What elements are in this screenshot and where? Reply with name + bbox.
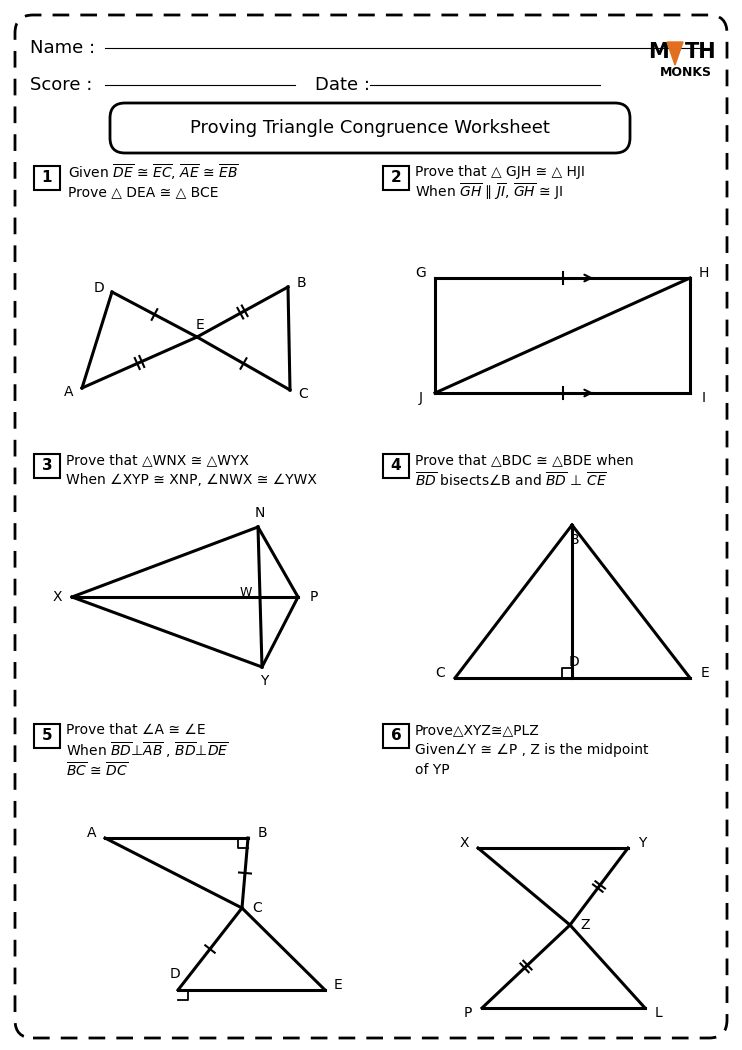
- Text: Date :: Date :: [315, 76, 370, 94]
- Text: 4: 4: [391, 459, 401, 474]
- Text: D: D: [568, 655, 580, 669]
- Text: Prove that △WNX ≅ △WYX: Prove that △WNX ≅ △WYX: [66, 453, 249, 467]
- Text: A: A: [65, 385, 73, 399]
- Text: Given $\overline{DE}$ ≅ $\overline{EC}$, $\overline{AE}$ ≅ $\overline{EB}$: Given $\overline{DE}$ ≅ $\overline{EC}$,…: [68, 163, 239, 182]
- Text: Name :: Name :: [30, 39, 95, 57]
- Text: G: G: [416, 266, 427, 280]
- Text: MONKS: MONKS: [660, 65, 712, 79]
- Text: Proving Triangle Congruence Worksheet: Proving Triangle Congruence Worksheet: [190, 119, 550, 136]
- Text: Y: Y: [638, 836, 646, 851]
- Text: B: B: [569, 533, 579, 547]
- Text: Prove △ DEA ≅ △ BCE: Prove △ DEA ≅ △ BCE: [68, 185, 218, 200]
- Text: W: W: [240, 586, 252, 598]
- Text: B: B: [257, 826, 267, 840]
- Text: E: E: [334, 978, 342, 992]
- Text: N: N: [255, 506, 265, 520]
- Text: $\overline{BC}$ ≅ $\overline{DC}$: $\overline{BC}$ ≅ $\overline{DC}$: [66, 761, 128, 779]
- Text: P: P: [310, 590, 318, 604]
- Text: When $\overline{BD}$⊥$\overline{AB}$ , $\overline{BD}$⊥$\overline{DE}$: When $\overline{BD}$⊥$\overline{AB}$ , $…: [66, 740, 229, 760]
- Text: When ∠XYP ≅ XNP, ∠NWX ≅ ∠YWX: When ∠XYP ≅ XNP, ∠NWX ≅ ∠YWX: [66, 472, 317, 487]
- Text: L: L: [655, 1006, 663, 1020]
- Text: $\overline{BD}$ bisects∠B and $\overline{BD}$ ⊥ $\overline{CE}$: $\overline{BD}$ bisects∠B and $\overline…: [415, 470, 607, 489]
- Text: Y: Y: [260, 674, 268, 688]
- Text: 6: 6: [390, 729, 401, 743]
- Text: E: E: [700, 666, 709, 680]
- Text: E: E: [196, 318, 204, 332]
- Text: 1: 1: [42, 170, 52, 186]
- Text: C: C: [435, 666, 445, 680]
- Text: D: D: [93, 281, 105, 295]
- Text: D: D: [170, 967, 180, 981]
- Text: X: X: [52, 590, 62, 604]
- Text: 3: 3: [42, 459, 53, 474]
- Text: When $\overline{GH}$ ∥ $\overline{JI}$, $\overline{GH}$ ≅ JI: When $\overline{GH}$ ∥ $\overline{JI}$, …: [415, 182, 564, 203]
- Text: C: C: [252, 901, 262, 915]
- Text: of YP: of YP: [415, 763, 450, 777]
- Text: Z: Z: [580, 918, 590, 932]
- Text: TH: TH: [685, 42, 717, 62]
- Polygon shape: [667, 42, 683, 65]
- Text: Score :: Score :: [30, 76, 92, 94]
- Text: B: B: [296, 276, 306, 290]
- Text: A: A: [88, 826, 96, 840]
- Text: J: J: [419, 391, 423, 405]
- Text: Prove△XYZ≅△PLZ: Prove△XYZ≅△PLZ: [415, 723, 539, 737]
- Text: C: C: [298, 387, 308, 401]
- Text: P: P: [464, 1006, 472, 1020]
- Text: M: M: [648, 42, 669, 62]
- Text: I: I: [702, 391, 706, 405]
- Text: X: X: [459, 836, 469, 851]
- Text: Prove that ∠A ≅ ∠E: Prove that ∠A ≅ ∠E: [66, 723, 206, 737]
- Text: 5: 5: [42, 729, 53, 743]
- Text: 2: 2: [390, 170, 401, 186]
- Text: Prove that △BDC ≅ △BDE when: Prove that △BDC ≅ △BDE when: [415, 453, 634, 467]
- Text: Prove that △ GJH ≅ △ HJI: Prove that △ GJH ≅ △ HJI: [415, 165, 585, 178]
- Text: Given∠Y ≅ ∠P , Z is the midpoint: Given∠Y ≅ ∠P , Z is the midpoint: [415, 743, 649, 757]
- Text: H: H: [699, 266, 709, 280]
